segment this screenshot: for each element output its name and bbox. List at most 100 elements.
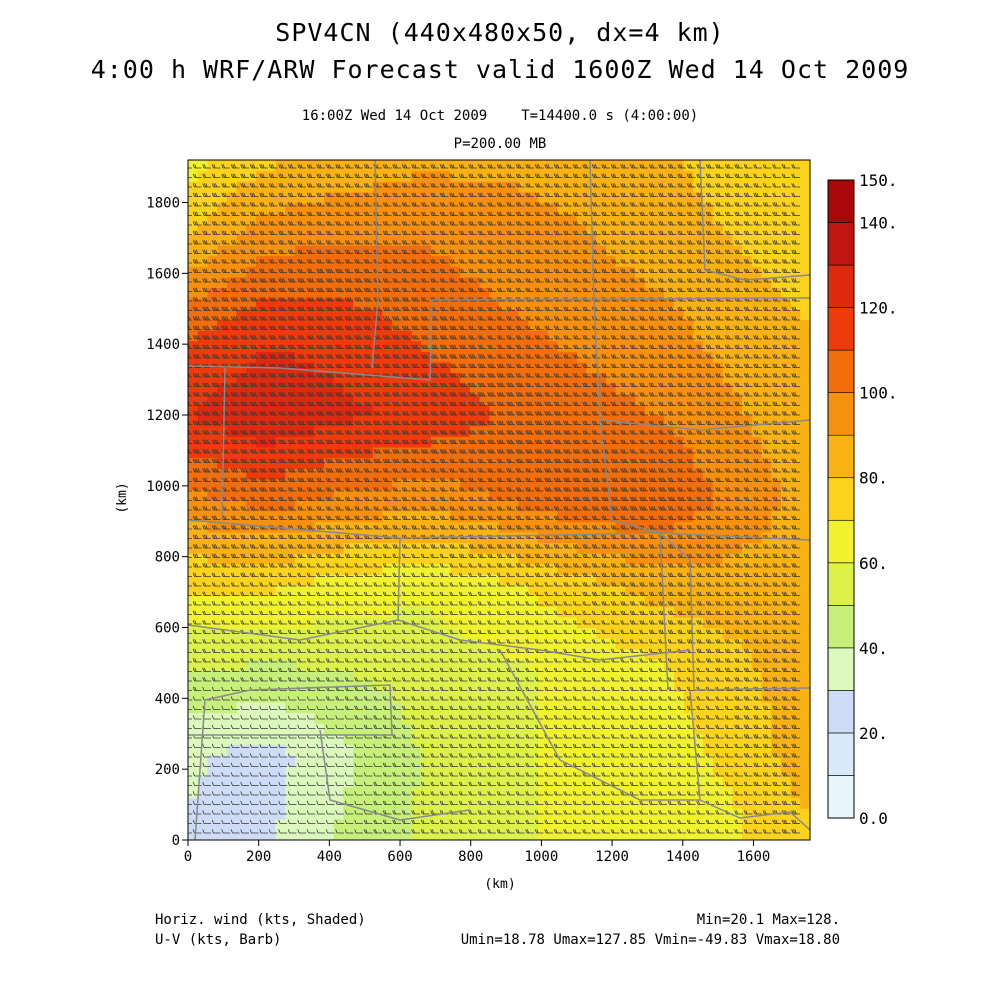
heatmap-cell <box>450 457 461 469</box>
heatmap-cell <box>518 202 529 214</box>
wind-barb <box>335 221 344 226</box>
heatmap-cell <box>285 298 296 310</box>
heatmap-cell <box>343 648 354 660</box>
heatmap-cell <box>615 744 626 756</box>
heatmap-cell <box>596 818 607 830</box>
heatmap-cell <box>265 255 277 267</box>
wind-barb <box>287 278 297 283</box>
heatmap-cell <box>401 457 413 469</box>
wind-barb <box>354 249 363 254</box>
heatmap-cell <box>693 733 704 745</box>
heatmap-cell <box>450 234 461 246</box>
heatmap-cell <box>285 276 296 289</box>
heatmap-cell <box>411 170 422 182</box>
heatmap-cell <box>217 393 228 405</box>
wind-barb <box>211 221 221 226</box>
heatmap-cell <box>683 500 694 512</box>
heatmap-cell <box>673 595 685 607</box>
wind-barb <box>620 278 629 283</box>
heatmap-cell <box>615 670 626 682</box>
heatmap-cell <box>751 563 763 575</box>
heatmap-cell <box>188 712 199 724</box>
heatmap-cell <box>596 234 607 246</box>
heatmap-cell <box>246 563 257 575</box>
wind-barb <box>335 183 344 188</box>
heatmap-cell <box>256 786 267 799</box>
heatmap-cell <box>207 213 218 225</box>
heatmap-cell <box>499 574 510 586</box>
heatmap-cell <box>800 234 810 246</box>
heatmap-cell <box>508 510 520 522</box>
heatmap-cell <box>518 648 529 660</box>
heatmap-cell <box>605 223 617 235</box>
heatmap-cell <box>664 510 675 522</box>
heatmap-cell <box>712 202 724 214</box>
heatmap-cell <box>518 489 529 501</box>
heatmap-cell <box>499 510 510 522</box>
heatmap-cell <box>294 818 306 830</box>
heatmap-cell <box>382 765 393 777</box>
wind-barb <box>639 249 648 254</box>
wind-barb <box>724 249 734 254</box>
wind-barb <box>781 211 791 216</box>
heatmap-cell <box>440 319 452 331</box>
heatmap-cell <box>528 446 539 459</box>
heatmap-cell <box>285 266 296 278</box>
heatmap-cell <box>780 553 792 565</box>
wind-barb <box>601 240 610 245</box>
heatmap-cell <box>324 701 335 714</box>
heatmap-cell <box>372 202 383 214</box>
heatmap-cell <box>635 670 646 682</box>
wind-barb <box>477 249 487 254</box>
heatmap-cell <box>197 287 209 299</box>
heatmap-cell <box>217 744 228 756</box>
heatmap-cell <box>479 701 490 714</box>
heatmap-cell <box>790 691 801 703</box>
heatmap-cell <box>673 276 685 289</box>
heatmap-cell <box>722 298 733 310</box>
heatmap-cell <box>615 829 626 840</box>
heatmap-cell <box>265 468 277 480</box>
heatmap-cell <box>528 691 539 703</box>
wind-barb <box>762 192 772 197</box>
heatmap-cell <box>217 670 228 682</box>
heatmap-cell <box>353 372 364 384</box>
heatmap-cell <box>246 829 257 840</box>
heatmap-cell <box>635 489 646 501</box>
heatmap-cell <box>226 786 238 799</box>
heatmap-cell <box>537 765 549 777</box>
heatmap-cell <box>372 468 383 480</box>
heatmap-cell <box>499 340 510 352</box>
heatmap-cell <box>392 765 403 777</box>
wind-barb <box>401 164 411 169</box>
heatmap-cell <box>567 553 578 565</box>
heatmap-cell <box>761 213 772 225</box>
heatmap-cell <box>635 446 646 459</box>
heatmap-cell <box>664 542 675 554</box>
wind-barb <box>563 221 572 226</box>
heatmap-cell <box>712 755 724 767</box>
heatmap-cell <box>615 415 626 427</box>
wind-barb <box>278 173 287 178</box>
heatmap-cell <box>693 616 704 629</box>
heatmap-cell <box>479 829 490 840</box>
heatmap-cell <box>722 276 733 289</box>
heatmap-cell <box>615 755 626 767</box>
heatmap-cell <box>586 319 597 331</box>
heatmap-cell <box>314 563 325 575</box>
heatmap-cell <box>392 776 403 788</box>
heatmap-cell <box>683 170 694 182</box>
wind-barb <box>468 240 477 245</box>
heatmap-cell <box>537 298 549 310</box>
heatmap-cell <box>537 191 549 204</box>
heatmap-cell <box>421 616 432 629</box>
heatmap-cell <box>800 829 810 840</box>
heatmap-cell <box>343 393 354 405</box>
heatmap-cell <box>411 585 422 597</box>
heatmap-cell <box>430 744 442 756</box>
heatmap-cell <box>800 170 810 182</box>
heatmap-cell <box>207 181 218 193</box>
heatmap-cell <box>382 372 393 384</box>
heatmap-cell <box>421 776 432 788</box>
heatmap-cell <box>644 563 656 575</box>
